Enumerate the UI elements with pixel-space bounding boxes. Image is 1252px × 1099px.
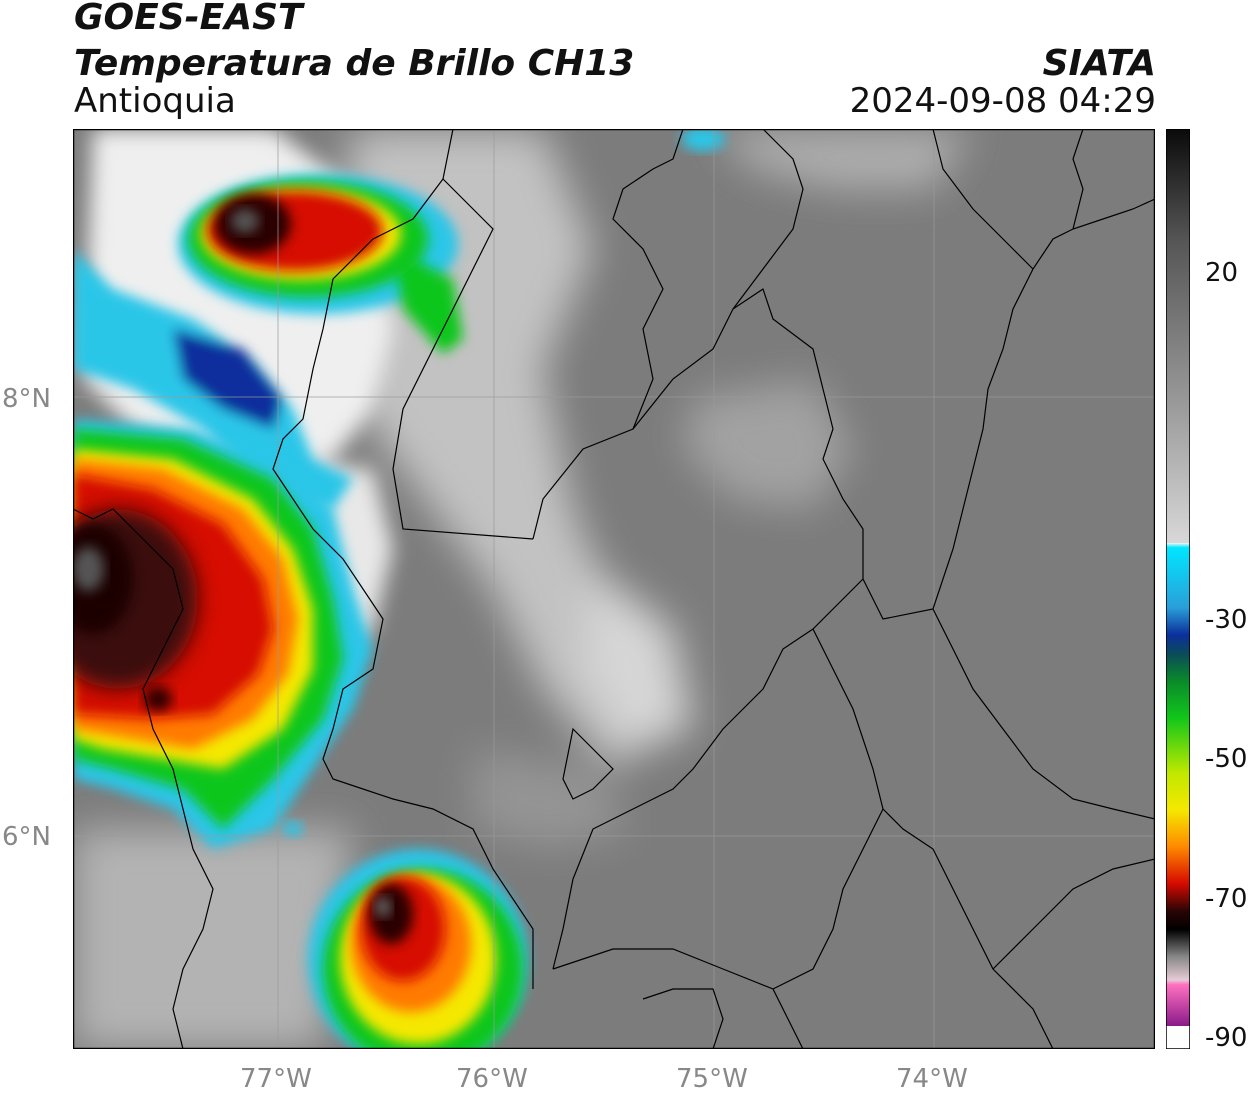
colorbar (1166, 129, 1190, 1049)
colorbar-tick-minus30: -30 (1205, 607, 1247, 633)
source-label: SIATA (1043, 46, 1156, 82)
datetime-label: 2024-09-08 04:29 (850, 84, 1156, 118)
colorbar-tick-minus90: -90 (1205, 1025, 1247, 1051)
lon-label-74w: 74°W (896, 1066, 968, 1092)
storm-small-cell (283, 821, 303, 837)
colorbar-tick-minus50: -50 (1205, 746, 1247, 772)
lon-label-77w: 77°W (240, 1066, 312, 1092)
colorbar-tick-20: 20 (1205, 260, 1238, 286)
lat-label-6n: 6°N (2, 824, 51, 850)
satellite-map (73, 129, 1155, 1049)
lat-label-8n: 8°N (2, 386, 51, 412)
lon-label-75w: 75°W (676, 1066, 748, 1092)
title-line2: Temperatura de Brillo CH13 (74, 46, 634, 82)
lon-label-76w: 76°W (456, 1066, 528, 1092)
colorbar-tick-minus70: -70 (1205, 886, 1247, 912)
title-line1: GOES-EAST (74, 0, 303, 36)
region-label: Antioquia (74, 84, 236, 118)
